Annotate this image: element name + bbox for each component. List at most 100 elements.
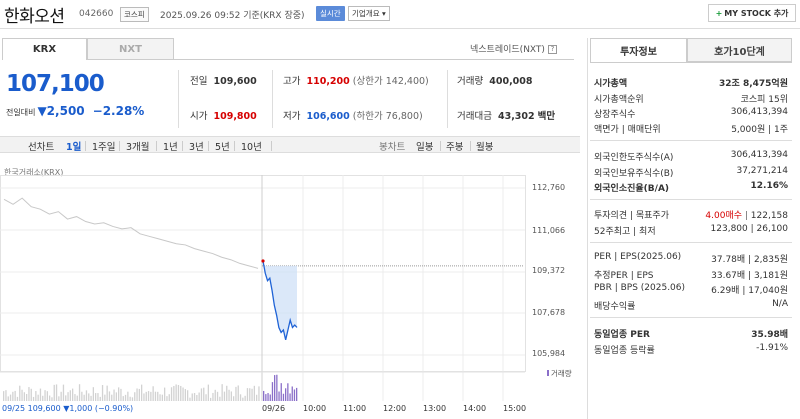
volume-bar — [104, 394, 106, 401]
stats-divider — [272, 70, 273, 128]
period-10y[interactable]: 10년 — [241, 142, 262, 153]
stat-label: 거래량 — [457, 76, 484, 87]
y-tick-label: 112,760 — [532, 183, 566, 192]
plus-icon: + — [715, 8, 723, 18]
volume-bar — [53, 384, 55, 401]
volume-bar — [253, 385, 255, 401]
period-daily-candle[interactable]: 일봉 — [416, 142, 434, 153]
volume-bar — [55, 384, 58, 401]
period-5y[interactable]: 5년 — [215, 142, 230, 153]
tab-orderbook-10[interactable]: 호가10단계 — [687, 38, 792, 62]
period-separator — [470, 141, 471, 151]
volume-bar — [106, 385, 108, 401]
volume-bar — [92, 387, 94, 401]
period-toolbar — [0, 136, 580, 153]
volume-bar — [221, 384, 223, 401]
y-tick-label: 105,984 — [532, 349, 566, 358]
stat-high: 고가 110,200 (상한가 142,400) — [283, 73, 429, 87]
volume-bar — [69, 390, 71, 401]
volume-bar — [78, 384, 81, 401]
info-label: 시가총액순위 — [594, 95, 644, 105]
x-tick-label: 13:00 — [423, 404, 447, 413]
x-tick-label: 09/26 — [262, 404, 286, 413]
lower-limit: (하한가 76,800) — [352, 111, 423, 122]
volume-bar — [228, 389, 230, 401]
volume-bar — [113, 389, 115, 401]
volume-bar — [51, 397, 53, 401]
add-mystock-button[interactable]: + MY STOCK 추가 — [708, 4, 796, 22]
volume-bar — [85, 390, 88, 401]
period-1y[interactable]: 1년 — [163, 142, 178, 153]
info-row-52w: 52주최고 | 최저 123,800 | 26,100 — [594, 224, 788, 237]
volume-bar — [152, 386, 154, 401]
target-price: 122,158 — [750, 211, 788, 221]
info-value: 37,271,214 — [736, 166, 788, 176]
volume-bar — [131, 397, 134, 401]
volume-bar — [134, 392, 136, 401]
info-label: 동일업종 등락률 — [594, 346, 655, 356]
volume-bar — [49, 395, 51, 401]
volume-bar — [28, 387, 30, 401]
line-chart-label[interactable]: 선차트 — [28, 142, 55, 153]
period-1w[interactable]: 1주일 — [92, 142, 116, 153]
info-value: -1.91% — [756, 343, 788, 353]
realtime-badge[interactable]: 실시간 — [316, 6, 345, 21]
info-value: N/A — [772, 299, 788, 309]
change-amount: ▼2,500 — [37, 104, 85, 118]
volume-bar — [26, 394, 28, 401]
help-icon[interactable]: ? — [547, 45, 557, 54]
volume-bar — [196, 394, 198, 401]
volume-bar — [203, 387, 205, 401]
period-separator — [234, 141, 235, 151]
volume-bar — [166, 396, 168, 401]
info-label: 외국인보유주식수(B) — [594, 169, 674, 179]
candle-chart-label[interactable]: 봉차트 — [379, 142, 406, 153]
volume-bar — [44, 390, 46, 401]
volume-bar — [32, 396, 35, 401]
info-label: 시가총액 — [594, 79, 628, 89]
info-label: 동일업종 PER — [594, 330, 650, 340]
volume-bar — [235, 386, 237, 401]
volume-bar — [193, 392, 196, 401]
period-3y[interactable]: 3년 — [189, 142, 204, 153]
stock-code: 042660 — [79, 9, 114, 19]
info-label: 투자의견 | 목표주가 — [594, 211, 669, 221]
volume-bar — [198, 392, 200, 401]
volume-bar — [207, 384, 209, 401]
volume-bar — [265, 394, 267, 401]
volume-bar — [239, 394, 242, 401]
info-value: 33.67배 | 3,181원 — [711, 271, 788, 281]
volume-bar — [246, 388, 249, 401]
period-1d[interactable]: 1일 — [66, 142, 82, 153]
volume-bar — [200, 388, 203, 401]
info-value: 12.16% — [750, 181, 789, 191]
volume-bar — [159, 394, 161, 401]
volume-bar — [65, 395, 67, 401]
volume-bar — [83, 394, 85, 401]
volume-bar — [111, 394, 113, 401]
x-tick-label: 12:00 — [383, 404, 407, 413]
stat-value: 43,302 — [497, 111, 535, 122]
tab-krx[interactable]: KRX — [2, 38, 87, 60]
tab-investment-info[interactable]: 투자정보 — [590, 38, 687, 62]
volume-bar — [37, 394, 39, 401]
period-weekly-candle[interactable]: 주봉 — [446, 142, 464, 153]
nextrade-link[interactable]: 넥스트레이드(NXT)? — [470, 42, 557, 55]
period-separator — [271, 141, 272, 151]
period-monthly-candle[interactable]: 월봉 — [476, 142, 494, 153]
volume-bar — [101, 385, 104, 401]
volume-bar — [293, 389, 296, 401]
volume-bar — [74, 394, 76, 401]
tab-nxt[interactable]: NXT — [87, 38, 174, 60]
volume-bar — [150, 391, 152, 401]
volume-bar — [72, 388, 74, 401]
info-row-foreign-holdings: 외국인보유주식수(B) 37,271,214 — [594, 166, 788, 179]
volume-bar — [9, 394, 12, 401]
company-overview-dropdown[interactable]: 기업개요 ▾ — [348, 6, 390, 21]
period-separator — [85, 141, 86, 151]
info-label: 외국인한도주식수(A) — [594, 153, 674, 163]
y-tick-label: 107,678 — [532, 308, 566, 317]
price-chart[interactable] — [0, 175, 532, 403]
period-3m[interactable]: 3개월 — [126, 142, 150, 153]
volume-bar — [237, 385, 239, 401]
